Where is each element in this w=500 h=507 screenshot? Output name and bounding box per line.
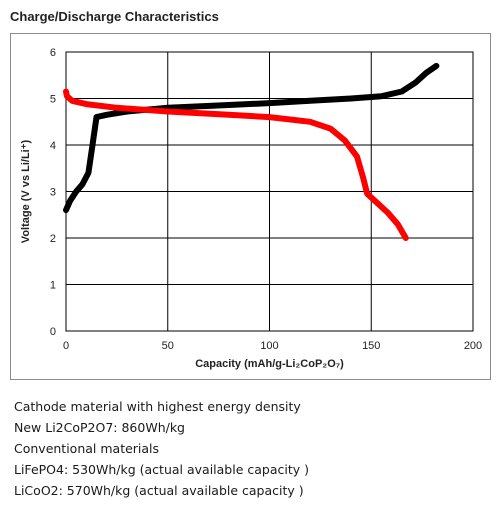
note-new-material: New Li2CoP2O7: 860Wh/kg [14, 420, 185, 435]
chart-heading: Charge/Discharge Characteristics [10, 9, 219, 24]
y-tick-label: 0 [50, 326, 56, 338]
y-tick-label: 5 [50, 94, 56, 106]
note-licoo2: LiCoO2: 570Wh/kg (actual available capac… [14, 483, 304, 498]
discharge-curve-line [63, 88, 409, 241]
grid-lines [65, 51, 474, 332]
y-tick-label: 1 [50, 280, 56, 292]
x-tick-label: 150 [362, 340, 380, 352]
y-tick-label: 4 [50, 140, 56, 152]
data-series [63, 62, 440, 241]
note-lifepo4: LiFePO4: 530Wh/kg (actual available capa… [14, 462, 310, 477]
x-tick-label: 100 [260, 340, 278, 352]
x-tick-label: 200 [464, 340, 482, 352]
tick-labels: 0 1 2 3 4 5 6 0 50 100 150 200 [50, 47, 482, 352]
x-tick-label: 50 [162, 340, 174, 352]
charge-curve-line [63, 62, 440, 214]
y-tick-label: 3 [50, 187, 56, 199]
notes-block: Cathode material with highest energy den… [14, 396, 309, 501]
x-tick-label: 0 [63, 340, 69, 352]
chart-panel: 0 1 2 3 4 5 6 0 50 100 150 200 Capacity (mAh/g-Li₂C… [10, 33, 491, 380]
y-tick-label: 2 [50, 233, 56, 245]
charge-discharge-chart: 0 1 2 3 4 5 6 0 50 100 150 200 Capacity (mAh/g-Li₂C… [20, 47, 482, 370]
y-tick-label: 6 [50, 47, 56, 59]
note-highest-density: Cathode material with highest energy den… [14, 399, 301, 414]
y-axis-title: Voltage (V vs Li/Li⁺) [20, 139, 32, 243]
x-axis-title: Capacity (mAh/g-Li₂CoP₂O₇) [195, 358, 344, 370]
note-conventional: Conventional materials [14, 441, 160, 456]
